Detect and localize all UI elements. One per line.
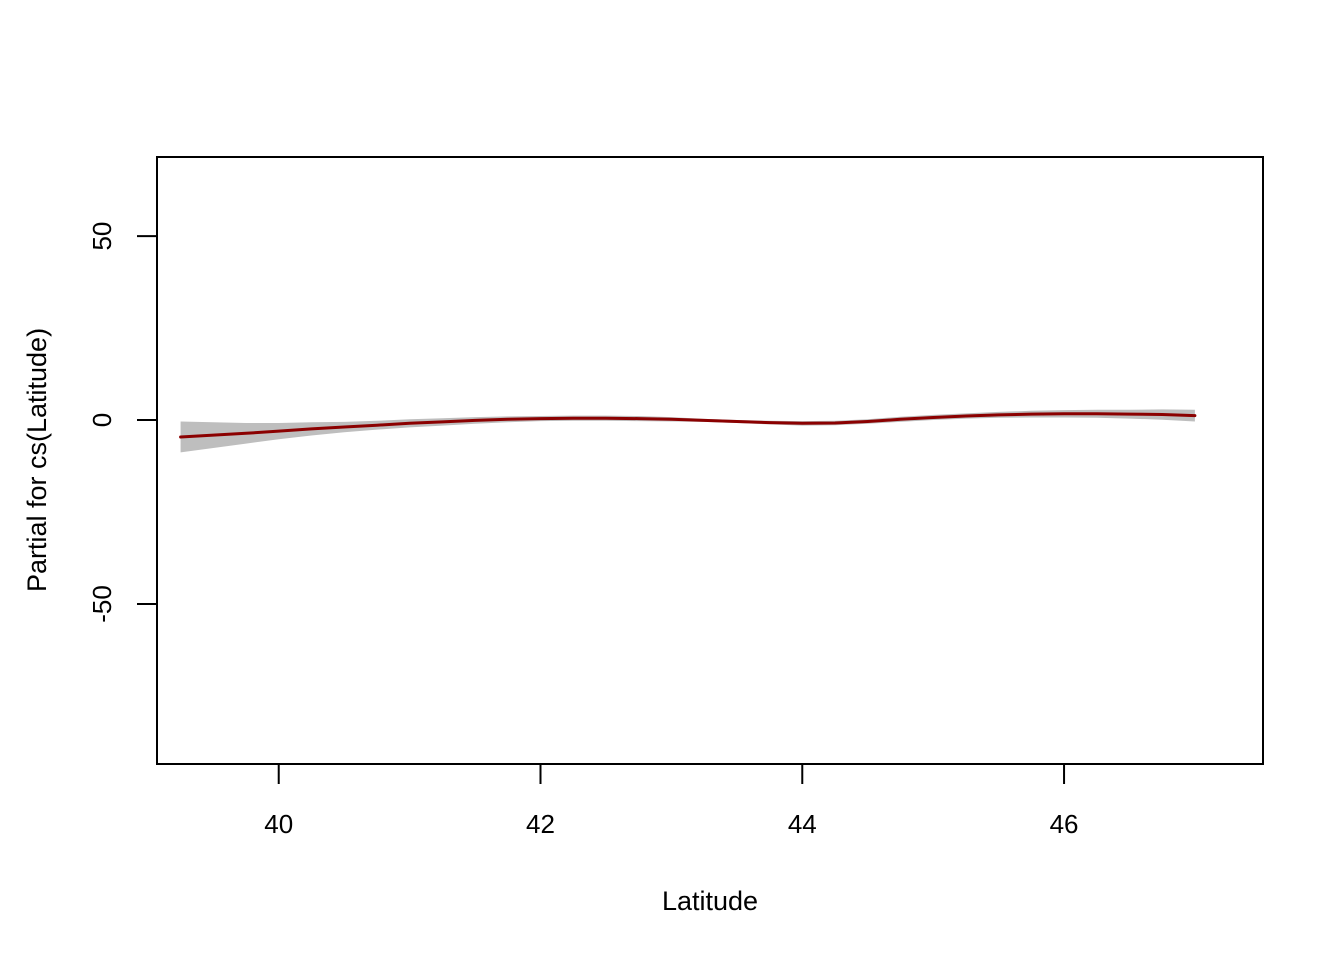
confidence-band: [180, 409, 1195, 453]
y-tick-label: 0: [87, 413, 117, 427]
x-tick-label: 44: [788, 809, 817, 839]
x-axis-label: Latitude: [662, 886, 758, 916]
y-tick-label: -50: [87, 585, 117, 623]
x-tick-label: 46: [1050, 809, 1079, 839]
fitted-line: [179, 412, 1197, 439]
x-tick-label: 40: [264, 809, 293, 839]
fitted-line-layer: [179, 412, 1197, 439]
y-axis-label: Partial for cs(Latitude): [22, 328, 52, 592]
plot-frame: [156, 156, 1264, 765]
x-axis: 40 42 44 46: [264, 763, 1079, 839]
y-axis: -50 0 50: [87, 222, 158, 623]
confidence-band-layer: [180, 409, 1195, 453]
x-tick-label: 42: [526, 809, 555, 839]
y-tick-label: 50: [87, 222, 117, 251]
